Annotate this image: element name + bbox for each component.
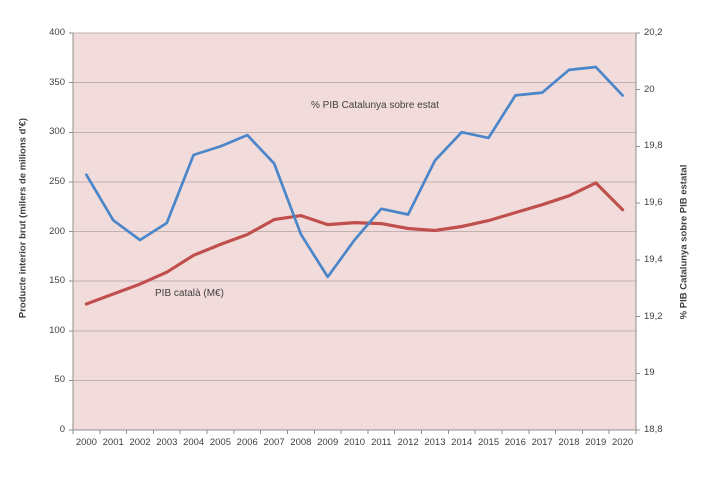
y-axis-left-tick-label: 350 [49, 76, 65, 88]
y-axis-right-tick-label: 19,2 [644, 310, 663, 322]
y-axis-right-tick-label: 20 [644, 83, 655, 95]
y-axis-left-tick-label: 150 [49, 275, 65, 287]
y-axis-right-tick-label: 18,8 [644, 424, 663, 435]
x-axis-tick-label: 2014 [451, 437, 473, 448]
y-axis-right-tick-label: 19,8 [644, 140, 663, 152]
x-axis-tick-label: 2012 [397, 437, 419, 448]
x-axis-tick-label: 2008 [290, 437, 312, 448]
y-axis-left-tick-label: 250 [49, 175, 65, 187]
x-axis-tick-label: 2019 [585, 437, 607, 448]
y-axis-right-tick-label: 19,4 [644, 253, 663, 265]
y-axis-left-tick-label: 200 [49, 225, 65, 237]
y-axis-right-tick-label: 19,6 [644, 197, 663, 209]
x-axis-tick-label: 2018 [558, 437, 580, 448]
y-axis-left-tick-label: 100 [49, 324, 65, 336]
y-axis-left-tick-label: 50 [54, 374, 65, 386]
x-axis-tick-label: 2011 [371, 437, 392, 448]
series-line-pct-pib-catalunya [85, 65, 624, 279]
series-label-pib-catala: PIB català (M€) [155, 288, 224, 299]
x-axis-tick-label: 2007 [263, 437, 285, 448]
y-axis-left-tick-label: 0 [59, 424, 65, 435]
y-axis-left-tick-label: 300 [49, 126, 65, 138]
x-axis-tick-label: 2009 [317, 437, 339, 448]
x-axis-tick-label: 2003 [156, 437, 178, 448]
series-label-pct-pib-catalunya: % PIB Catalunya sobre estat [311, 100, 439, 111]
x-axis-tick-label: 2006 [236, 437, 258, 448]
series-line-pib-catala [84, 181, 625, 306]
x-axis-tick-label: 2010 [343, 437, 366, 448]
x-axis-tick-label: 2013 [424, 437, 446, 448]
x-axis-tick-label: 2016 [504, 437, 526, 448]
right-axis-title: % PIB Catalunya sobre PIB estatal [678, 164, 690, 320]
x-axis-tick-label: 2020 [612, 437, 634, 448]
y-axis-right-tick-label: 19 [644, 367, 655, 379]
x-axis-tick-label: 2001 [102, 437, 124, 448]
x-axis-tick-label: 2015 [477, 437, 500, 448]
x-axis-tick-label: 2000 [75, 437, 97, 448]
left-axis-title: Producte interior brut (milers de milion… [17, 117, 29, 319]
x-axis-tick-label: 2005 [209, 437, 232, 448]
x-axis-tick-label: 2004 [183, 437, 205, 448]
y-axis-left-tick-label: 400 [49, 27, 65, 38]
y-axis-right-tick-label: 20,2 [644, 27, 663, 38]
x-axis-tick-label: 2017 [531, 437, 553, 448]
x-axis-tick-label: 2002 [129, 437, 151, 448]
